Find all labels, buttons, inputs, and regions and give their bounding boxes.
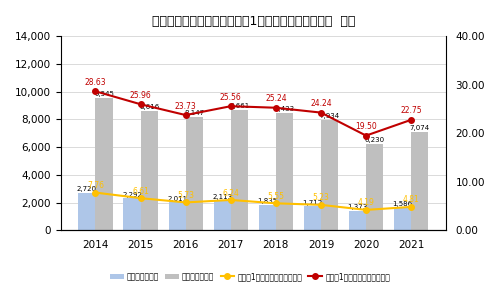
Text: 5.73: 5.73 [177,191,194,200]
Bar [276,113,293,230]
Text: 6,230: 6,230 [364,137,384,143]
Bar [231,110,248,230]
Bar [394,208,411,230]
Line: 高校生1万人あたりの事故件数: 高校生1万人あたりの事故件数 [92,88,414,138]
Text: 9,545: 9,545 [94,91,114,97]
中学生1万人あたりの事故件数 [228,198,234,202]
中学生1万人あたりの事故件数 [138,196,143,200]
Text: 1,712: 1,712 [302,200,322,206]
Bar [349,211,366,230]
Text: 23.73: 23.73 [175,102,197,111]
Text: 2,011: 2,011 [167,196,187,202]
Bar [366,144,383,230]
Text: 22.75: 22.75 [400,107,422,115]
Text: 5.23: 5.23 [312,194,330,202]
高校生1万人あたりの事故件数 [363,134,369,137]
中学生1万人あたりの事故件数 [363,208,369,212]
高校生1万人あたりの事故件数 [228,105,234,108]
中学生1万人あたりの事故件数 [273,202,279,205]
Text: 1,835: 1,835 [257,198,278,204]
Text: 25.24: 25.24 [265,94,286,103]
Bar [304,206,321,230]
Bar [321,120,338,230]
Text: 7.76: 7.76 [87,181,104,190]
Text: 2,720: 2,720 [77,186,97,192]
Line: 中学生1万人あたりの事故件数: 中学生1万人あたりの事故件数 [92,190,414,213]
Legend: 中学生事故件数, 高校生事故件数, 中学生1万人あたりの事故件数, 高校生1万人あたりの事故件数: 中学生事故件数, 高校生事故件数, 中学生1万人あたりの事故件数, 高校生1万人… [107,269,393,284]
高校生1万人あたりの事故件数 [273,106,279,109]
Title: 通学時自転車事故件数および1万人当たりの事故件数  推移: 通学時自転車事故件数および1万人当たりの事故件数 推移 [152,15,355,28]
Text: 4.81: 4.81 [403,196,419,204]
高校生1万人あたりの事故件数 [318,111,324,114]
Bar [78,192,96,230]
Text: 4.19: 4.19 [358,198,374,207]
Bar [258,205,276,230]
Bar [214,201,231,230]
Text: 19.50: 19.50 [355,122,377,131]
Text: 1,586: 1,586 [392,201,412,207]
Bar [186,117,203,230]
Text: 8,147: 8,147 [184,110,204,116]
高校生1万人あたりの事故件数 [92,90,98,93]
Bar [411,132,428,230]
Text: 6.24: 6.24 [222,189,239,198]
Text: 6.61: 6.61 [132,187,149,196]
Bar [124,198,140,230]
Text: 8,616: 8,616 [139,104,160,110]
高校生1万人あたりの事故件数 [138,103,143,106]
Text: 8,433: 8,433 [274,107,294,113]
中学生1万人あたりの事故件数 [92,191,98,194]
Text: 1,373: 1,373 [348,204,368,210]
Bar [168,202,186,230]
中学生1万人あたりの事故件数 [408,205,414,209]
中学生1万人あたりの事故件数 [182,201,188,204]
Text: 7,074: 7,074 [410,125,430,131]
Text: 8,661: 8,661 [229,103,250,109]
Text: 5.55: 5.55 [268,192,284,201]
Bar [96,98,112,230]
高校生1万人あたりの事故件数 [182,113,188,117]
Bar [140,111,158,230]
Text: 2,292: 2,292 [122,192,142,198]
Text: 24.24: 24.24 [310,99,332,108]
Text: 25.56: 25.56 [220,93,242,102]
高校生1万人あたりの事故件数 [408,118,414,122]
Text: 25.96: 25.96 [130,91,152,100]
Text: 28.63: 28.63 [84,78,106,87]
Text: 2,113: 2,113 [212,194,233,200]
Text: 7,934: 7,934 [320,113,340,120]
中学生1万人あたりの事故件数 [318,203,324,206]
